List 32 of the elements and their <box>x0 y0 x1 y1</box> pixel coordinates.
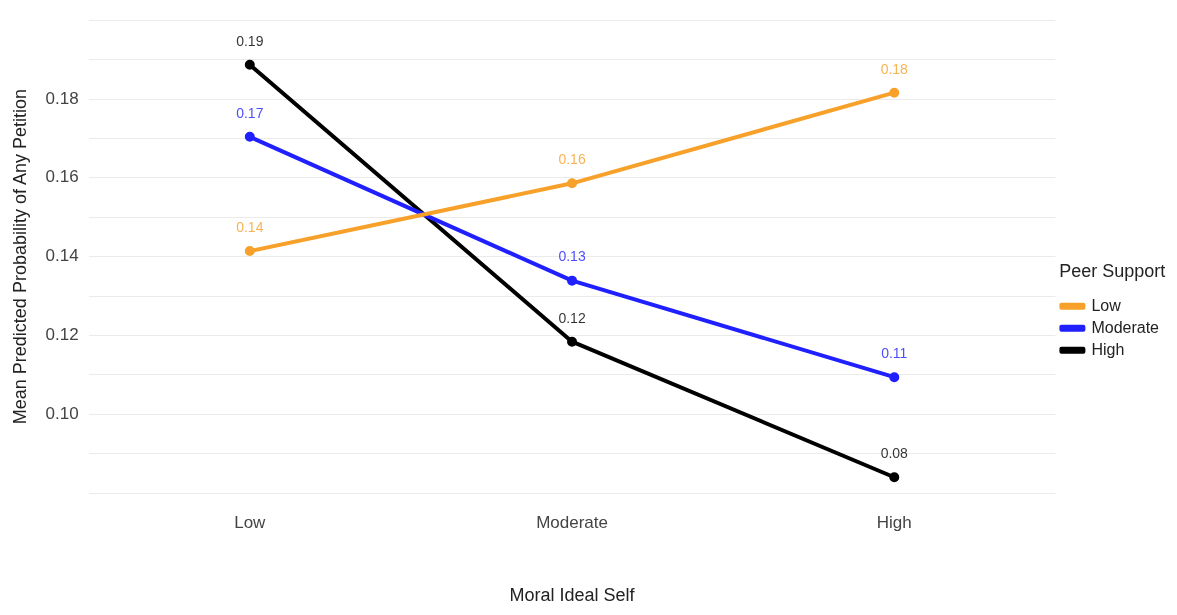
point <box>244 131 255 142</box>
data-label: 0.14 <box>236 218 264 235</box>
point <box>244 59 255 70</box>
data-label: 0.19 <box>236 32 264 49</box>
y-tick-label: 0.10 <box>45 403 79 423</box>
y-tick-label: 0.12 <box>45 325 79 345</box>
data-label: 0.16 <box>558 151 586 168</box>
point <box>567 275 578 286</box>
x-tick-label: High <box>876 512 912 532</box>
point <box>889 472 900 483</box>
legend-label: Moderate <box>1091 318 1160 336</box>
point <box>889 87 900 98</box>
data-label: 0.17 <box>236 104 264 121</box>
point <box>244 246 255 257</box>
point <box>567 178 578 189</box>
y-axis-title: Mean Predicted Probability of Any Petition <box>9 89 30 425</box>
legend-title: Peer Support <box>1059 260 1166 281</box>
x-tick-label: Low <box>234 512 267 532</box>
data-label: 0.12 <box>558 309 586 326</box>
legend-label: High <box>1091 340 1125 358</box>
legend-label: Low <box>1091 296 1122 314</box>
data-label: 0.11 <box>881 345 908 362</box>
x-axis-title: Moral Ideal Self <box>509 585 636 606</box>
x-tick-label: Moderate <box>536 512 608 532</box>
data-label: 0.18 <box>880 60 909 77</box>
point <box>889 372 900 383</box>
y-tick-label: 0.16 <box>45 167 79 187</box>
y-tick-label: 0.14 <box>45 246 79 266</box>
y-tick-label: 0.18 <box>45 88 79 108</box>
data-label: 0.13 <box>558 248 586 265</box>
point <box>567 336 578 347</box>
data-label: 0.08 <box>880 445 909 462</box>
